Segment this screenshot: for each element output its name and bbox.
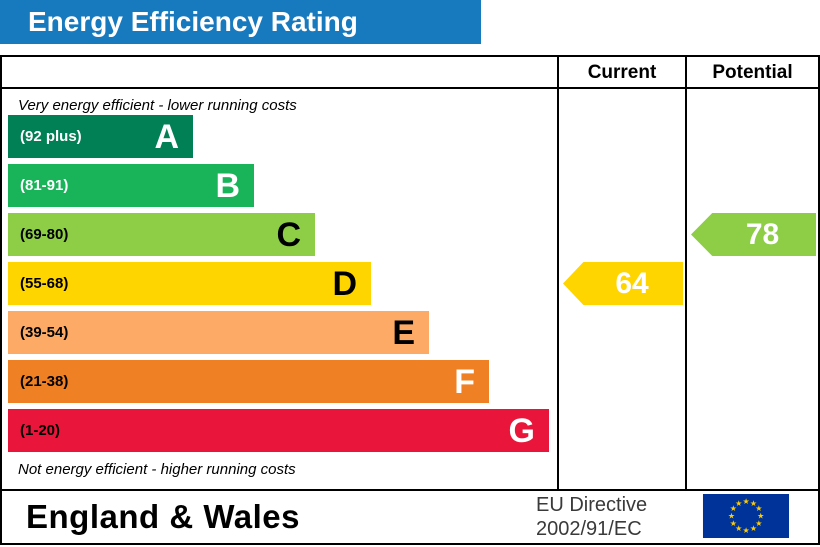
band-range: (21-38)	[20, 373, 69, 390]
band-range: (1-20)	[20, 422, 61, 439]
eu-flag-star: ★	[755, 504, 762, 513]
eu-flag-icon: ★ ★★★★★★★★★★★	[702, 494, 790, 538]
band-range: (81-91)	[20, 177, 69, 194]
column-header-row: Current Potential	[2, 57, 818, 89]
eu-flag-star: ★	[728, 512, 735, 521]
eu-flag-star: ★	[755, 519, 762, 528]
eu-flag-star: ★	[750, 524, 757, 533]
bottom-note: Not energy efficient - higher running co…	[18, 461, 296, 478]
band-range: (92 plus)	[20, 128, 82, 145]
band-row: (55-68) D	[8, 262, 371, 305]
title-bar: Energy Efficiency Rating	[0, 0, 481, 44]
eu-flag-star: ★	[750, 499, 757, 508]
eu-flag-star: ★	[757, 512, 764, 521]
band-row: (39-54) E	[8, 311, 429, 354]
eu-flag-background	[702, 494, 790, 538]
rating-chart-area: Current Potential Very energy efficient …	[0, 55, 820, 491]
current-column-header: Current	[587, 62, 657, 83]
rating-bands: (92 plus) A (81-91) B (69-80) C (55-68) …	[8, 115, 549, 452]
region-label: England & Wales	[26, 498, 300, 535]
band-row: (69-80) C	[8, 213, 315, 256]
band-letter: E	[392, 313, 415, 352]
eu-flag-star: ★	[730, 519, 737, 528]
eu-flag-star: ★	[742, 497, 749, 506]
band-letter: C	[276, 215, 301, 254]
band-letter: B	[215, 166, 240, 205]
band-range: (55-68)	[20, 275, 69, 292]
band-range: (69-80)	[20, 226, 69, 243]
eu-flag-star: ★	[730, 504, 737, 513]
eu-flag-star: ★	[742, 526, 749, 535]
band-letter: G	[508, 411, 535, 450]
page-title: Energy Efficiency Rating	[28, 6, 358, 37]
band-row: (92 plus) A	[8, 115, 193, 158]
band-range: (39-54)	[20, 324, 69, 341]
eu-directive-line2: 2002/91/EC	[536, 518, 642, 540]
current-rating-arrow: 64	[563, 262, 683, 305]
band-row: (1-20) G	[8, 409, 549, 452]
potential-rating-value: 78	[745, 217, 780, 251]
eu-directive-line1: EU Directive	[536, 494, 648, 516]
potential-rating-arrow: 78	[691, 213, 816, 256]
eu-directive-label: EU Directive 2002/91/EC	[536, 493, 647, 541]
band-letter: D	[332, 264, 357, 303]
footer-bar: England & Wales EU Directive 2002/91/EC …	[0, 491, 820, 545]
band-letter: A	[154, 117, 179, 156]
column-divider-current	[557, 57, 559, 489]
current-rating-value: 64	[615, 266, 649, 300]
eu-flag-stars: ★ ★★★★★★★★★★★	[728, 497, 764, 535]
top-note: Very energy efficient - lower running co…	[18, 97, 297, 114]
band-row: (81-91) B	[8, 164, 254, 207]
eu-flag-star: ★	[735, 524, 742, 533]
potential-column-header: Potential	[712, 62, 793, 83]
eu-flag-star: ★	[735, 499, 742, 508]
column-divider-potential	[685, 57, 687, 489]
band-row: (21-38) F	[8, 360, 489, 403]
band-letter: F	[454, 362, 475, 401]
